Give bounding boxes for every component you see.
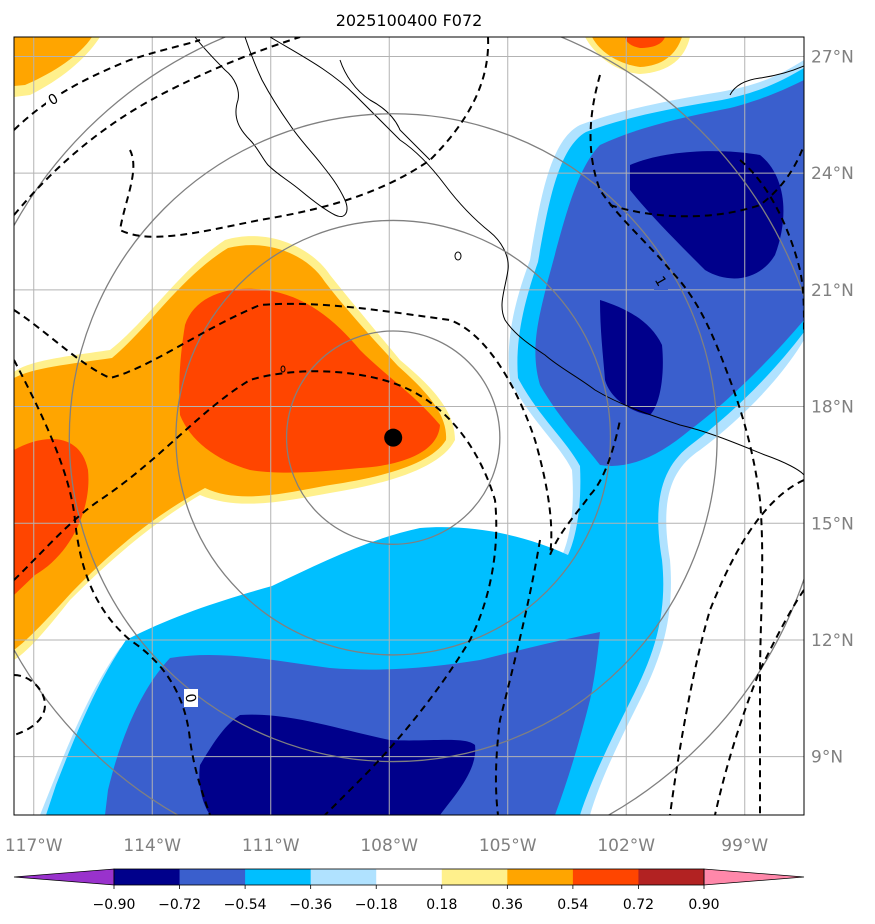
colorbar-segment xyxy=(376,869,443,885)
longitude-label: 111°W xyxy=(242,836,300,856)
colorbar-tick-label: −0.90 xyxy=(93,897,136,913)
colorbar-tick-label: 0.90 xyxy=(688,897,719,913)
colorbar-tick-label: 0.36 xyxy=(492,897,523,913)
longitude-label: 117°W xyxy=(5,836,63,856)
contour-line xyxy=(14,674,47,736)
colorbar-segment xyxy=(245,869,312,885)
colorbar-segment xyxy=(441,869,508,885)
latitude-label: 27°N xyxy=(811,47,854,67)
contour-line xyxy=(589,74,764,815)
island-b xyxy=(280,365,286,373)
colorbar xyxy=(13,868,805,886)
colorbar-segment xyxy=(310,869,377,885)
contour-line xyxy=(714,589,804,815)
colorbar-tick-label: 0.18 xyxy=(426,897,457,913)
range-circles xyxy=(14,37,804,815)
contour-line xyxy=(589,419,621,496)
latitude-labels: 27°N 24°N 21°N 18°N 15°N 12°N 9°N xyxy=(811,47,854,767)
storm-center-marker xyxy=(384,428,403,447)
contour-line xyxy=(14,359,211,815)
longitude-labels: 117°W 114°W 111°W 108°W 105°W 102°W 99°W xyxy=(5,836,769,856)
colorbar-tick-label: −0.18 xyxy=(355,897,398,913)
latitude-label: 18°N xyxy=(811,398,854,418)
coastline xyxy=(194,37,804,476)
contour-line xyxy=(14,370,498,815)
colorbar-extend-high xyxy=(703,868,805,886)
island-a xyxy=(454,251,462,261)
longitude-label: 102°W xyxy=(597,836,655,856)
contour-labels: 0 0 1 xyxy=(46,90,669,707)
colorbar-segment xyxy=(179,869,246,885)
latitude-label: 21°N xyxy=(811,281,854,301)
colorbar-tick-label: 0.72 xyxy=(623,897,654,913)
latitude-label: 9°N xyxy=(811,748,843,768)
colorbar-segment xyxy=(638,869,705,885)
negative-anomaly-shading xyxy=(40,60,804,815)
longitude-label: 114°W xyxy=(123,836,181,856)
contour-line xyxy=(494,539,541,815)
longitude-label: 108°W xyxy=(360,836,418,856)
colorbar-segment xyxy=(114,869,181,885)
mexico-mainland-coast xyxy=(269,37,804,476)
map-plot-area: 0 0 1 xyxy=(14,37,804,815)
map-title: 2025100400 F072 xyxy=(336,11,483,30)
dashed-contours xyxy=(14,37,804,815)
longitude-label: 99°W xyxy=(721,836,768,856)
plot-frame xyxy=(13,36,805,816)
latitude-label: 15°N xyxy=(811,514,854,534)
latitude-label: 12°N xyxy=(811,631,854,651)
colorbar-tick-label: −0.72 xyxy=(158,897,201,913)
colorbar-tick-label: 0.54 xyxy=(557,897,588,913)
contour-label: 0 xyxy=(181,692,198,704)
colorbar-extend-low xyxy=(13,868,115,886)
contour-line xyxy=(14,302,591,556)
contour-line xyxy=(14,37,301,216)
contour-line xyxy=(669,479,804,815)
latitude-label: 24°N xyxy=(811,164,854,184)
colorbar-labels: −0.90 −0.72 −0.54 −0.36 −0.18 0.18 0.36 0.54 0.7… xyxy=(93,885,720,913)
baja-peninsula-coast xyxy=(194,37,348,217)
range-circle xyxy=(285,330,501,545)
range-circle xyxy=(68,113,718,763)
colorbar-segment xyxy=(507,869,574,885)
contour-line xyxy=(118,37,490,238)
right-coast xyxy=(729,65,804,96)
colorbar-tick-label: −0.36 xyxy=(289,897,332,913)
colorbar-segment xyxy=(572,869,639,885)
longitude-label: 105°W xyxy=(479,836,537,856)
range-circle xyxy=(175,219,612,656)
colorbar-tick-label: −0.54 xyxy=(224,897,267,913)
colorbar-frame xyxy=(113,868,705,886)
